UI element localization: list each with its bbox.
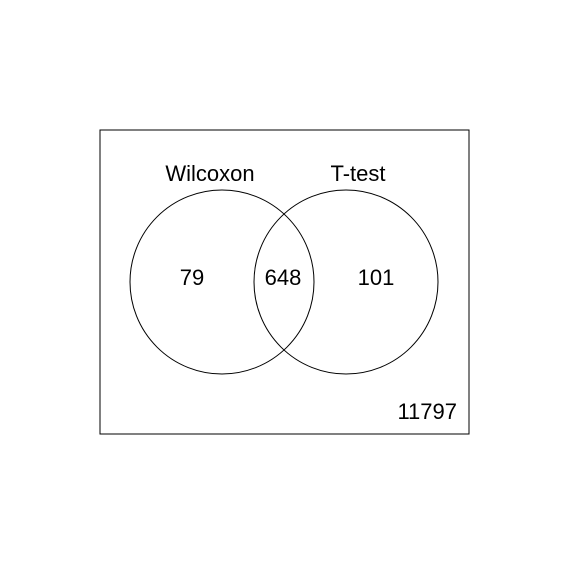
wilcoxon-only-count: 79 — [180, 265, 204, 290]
universe-box — [99, 129, 470, 435]
outside-count: 11797 — [397, 399, 457, 424]
wilcoxon-set-label: Wilcoxon — [165, 161, 254, 186]
intersection-count: 648 — [265, 265, 302, 290]
wilcoxon-circle — [129, 189, 315, 375]
ttest-set-label: T-test — [330, 161, 385, 186]
ttest-only-count: 101 — [358, 265, 395, 290]
ttest-circle — [253, 189, 439, 375]
